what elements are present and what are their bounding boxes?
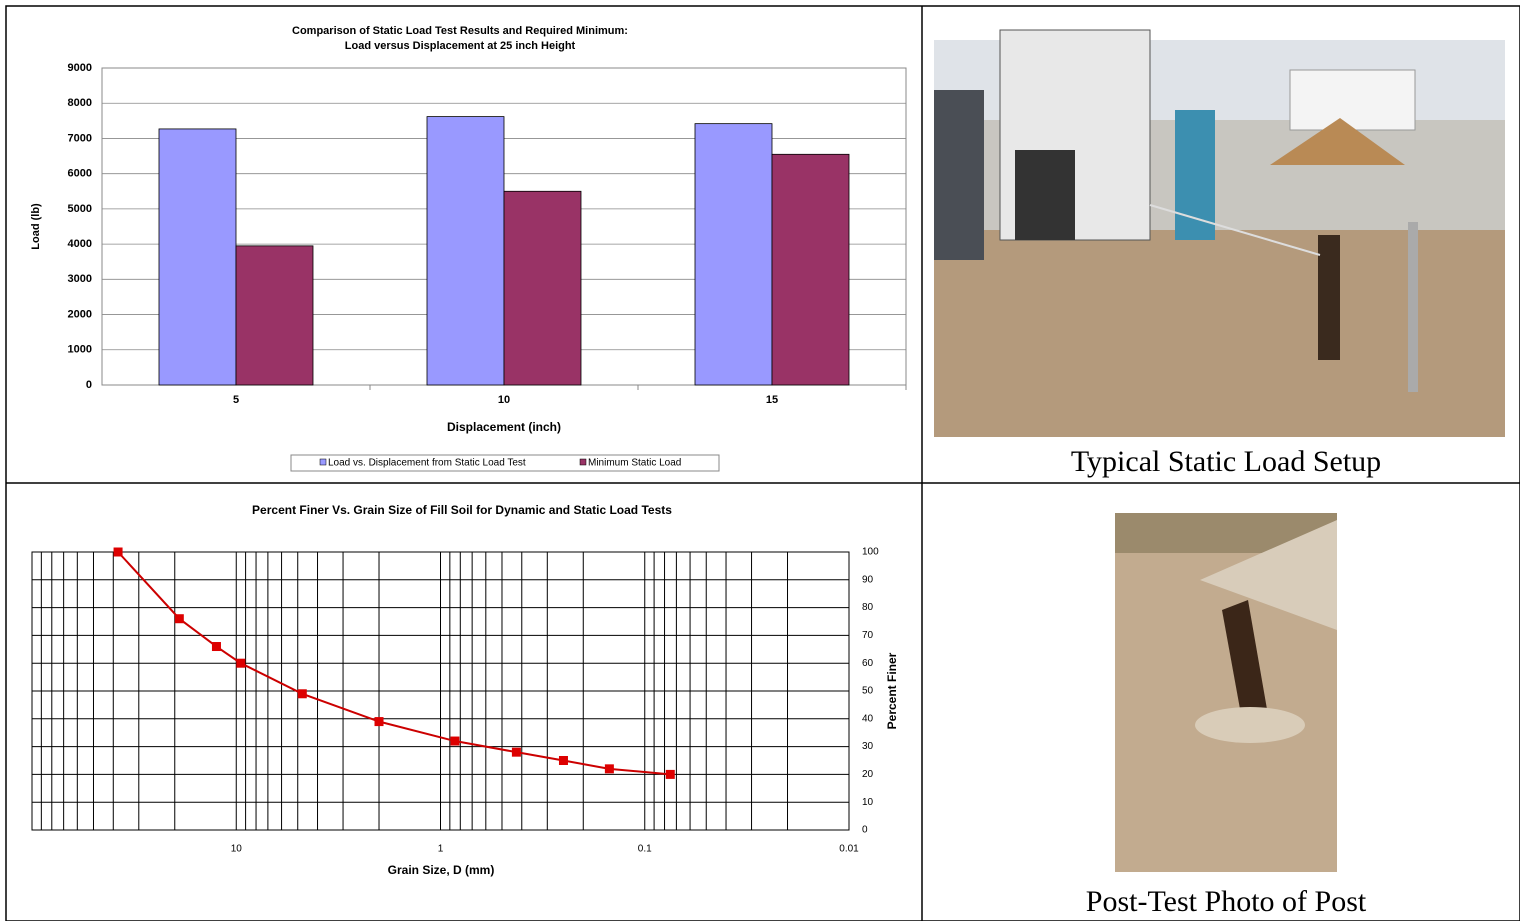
y-tick-label: 60 xyxy=(862,658,874,669)
y-axis-label: Load (lb) xyxy=(30,203,42,250)
x-axis-label: Grain Size, D (mm) xyxy=(388,863,495,877)
bar xyxy=(504,191,581,385)
y-tick-label: 2000 xyxy=(68,308,92,320)
x-tick-label: 5 xyxy=(233,394,239,406)
bar xyxy=(236,246,313,385)
y-tick-label: 10 xyxy=(862,797,874,808)
y-axis-label: Percent Finer xyxy=(885,652,899,729)
x-tick-label: 10 xyxy=(231,844,243,855)
heave xyxy=(1195,707,1305,743)
point xyxy=(298,689,307,698)
y-tick-label: 20 xyxy=(862,769,874,780)
y-tick-label: 5000 xyxy=(68,203,92,215)
pickup xyxy=(934,90,984,260)
photo-caption: Typical Static Load Setup xyxy=(1071,445,1381,478)
post xyxy=(1408,222,1418,392)
y-tick-label: 4000 xyxy=(68,238,92,250)
point xyxy=(375,717,384,726)
legend-swatch xyxy=(580,459,586,465)
legend-swatch xyxy=(320,459,326,465)
photo-caption: Post-Test Photo of Post xyxy=(1086,885,1367,918)
person xyxy=(1175,110,1215,240)
y-tick-label: 6000 xyxy=(68,168,92,180)
bar xyxy=(772,154,849,385)
photo-1 xyxy=(934,30,1505,437)
y-tick-label: 80 xyxy=(862,602,874,613)
point xyxy=(666,770,675,779)
ground xyxy=(934,230,1505,437)
chart-title: Comparison of Static Load Test Results a… xyxy=(292,25,628,37)
y-tick-label: 40 xyxy=(862,713,874,724)
point xyxy=(450,737,459,746)
x-tick-label: 10 xyxy=(498,394,510,406)
x-tick-label: 15 xyxy=(766,394,778,406)
bar xyxy=(695,124,772,385)
legend-label: Minimum Static Load xyxy=(588,458,681,469)
y-tick-label: 9000 xyxy=(68,62,92,74)
y-tick-label: 1000 xyxy=(68,344,92,356)
post xyxy=(1318,235,1340,360)
point xyxy=(559,756,568,765)
y-tick-label: 8000 xyxy=(68,97,92,109)
x-tick-label: 1 xyxy=(438,844,444,855)
box-truck xyxy=(1290,70,1415,130)
y-tick-label: 30 xyxy=(862,741,874,752)
y-tick-label: 50 xyxy=(862,686,874,697)
y-tick-label: 90 xyxy=(862,574,874,585)
bar xyxy=(427,117,504,385)
photo-2 xyxy=(1115,513,1337,872)
point xyxy=(212,642,221,651)
y-tick-label: 3000 xyxy=(68,273,92,285)
point xyxy=(175,614,184,623)
y-tick-label: 7000 xyxy=(68,132,92,144)
wheels xyxy=(1015,150,1075,240)
y-tick-label: 70 xyxy=(862,630,874,641)
point xyxy=(512,748,521,757)
legend-label: Load vs. Displacement from Static Load T… xyxy=(328,458,526,469)
y-tick-label: 0 xyxy=(862,825,868,836)
point xyxy=(236,659,245,668)
y-tick-label: 0 xyxy=(86,379,92,391)
point xyxy=(114,548,123,557)
bar xyxy=(159,129,236,385)
figure: Typical Static Load Setup Post-Test Phot… xyxy=(0,0,1520,921)
y-tick-label: 100 xyxy=(862,547,879,558)
point xyxy=(605,764,614,773)
x-tick-label: 0.01 xyxy=(839,844,859,855)
x-axis-label: Displacement (inch) xyxy=(447,420,561,434)
chart-subtitle: Load versus Displacement at 25 inch Heig… xyxy=(345,40,576,52)
x-tick-label: 0.1 xyxy=(638,844,652,855)
chart-title: Percent Finer Vs. Grain Size of Fill Soi… xyxy=(252,503,672,517)
